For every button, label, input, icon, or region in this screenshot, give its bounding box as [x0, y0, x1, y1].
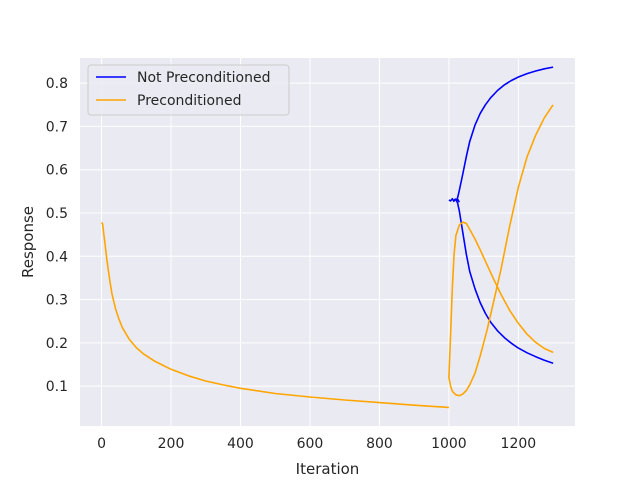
- y-tick-label: 0.7: [46, 119, 68, 135]
- x-tick-label: 1200: [501, 436, 537, 452]
- legend-box: [87, 64, 290, 116]
- y-tick-label: 0.1: [46, 379, 68, 395]
- series-line-preconditioned: [448, 221, 554, 378]
- grid: [80, 58, 575, 426]
- y-tick-label: 0.3: [46, 293, 68, 309]
- y-tick-label: 0.6: [46, 163, 68, 179]
- legend-label-preconditioned: Preconditioned: [137, 93, 242, 109]
- x-tick-label: 200: [158, 436, 185, 452]
- x-axis-label: Iteration: [296, 460, 360, 478]
- legend: Not Preconditioned Preconditioned: [87, 64, 290, 116]
- series-line-preconditioned: [100, 221, 449, 409]
- x-tick-label: 1000: [431, 436, 467, 452]
- series-line-not-preconditioned: [455, 66, 554, 202]
- series-line-not-preconditioned: [448, 197, 461, 203]
- y-axis-label: Response: [19, 206, 37, 278]
- series-line-preconditioned: [448, 104, 554, 397]
- series-line-not-preconditioned: [455, 199, 554, 364]
- y-tick-label: 0.2: [46, 336, 68, 352]
- x-tick-label: 600: [297, 436, 324, 452]
- series-layer: [100, 66, 554, 409]
- y-tick-label: 0.8: [46, 76, 68, 92]
- x-tick-label: 0: [97, 436, 106, 452]
- y-tick-label: 0.5: [46, 206, 68, 222]
- legend-label-not-preconditioned: Not Preconditioned: [137, 70, 270, 86]
- x-tick-label: 400: [227, 436, 254, 452]
- y-tick-label: 0.4: [46, 249, 68, 265]
- x-tick-label: 800: [366, 436, 393, 452]
- tick-labels: 0 200 400 600 800 1000 1200 0.1 0.2 0.3 0.4 0.5 0.6 0…: [46, 76, 536, 452]
